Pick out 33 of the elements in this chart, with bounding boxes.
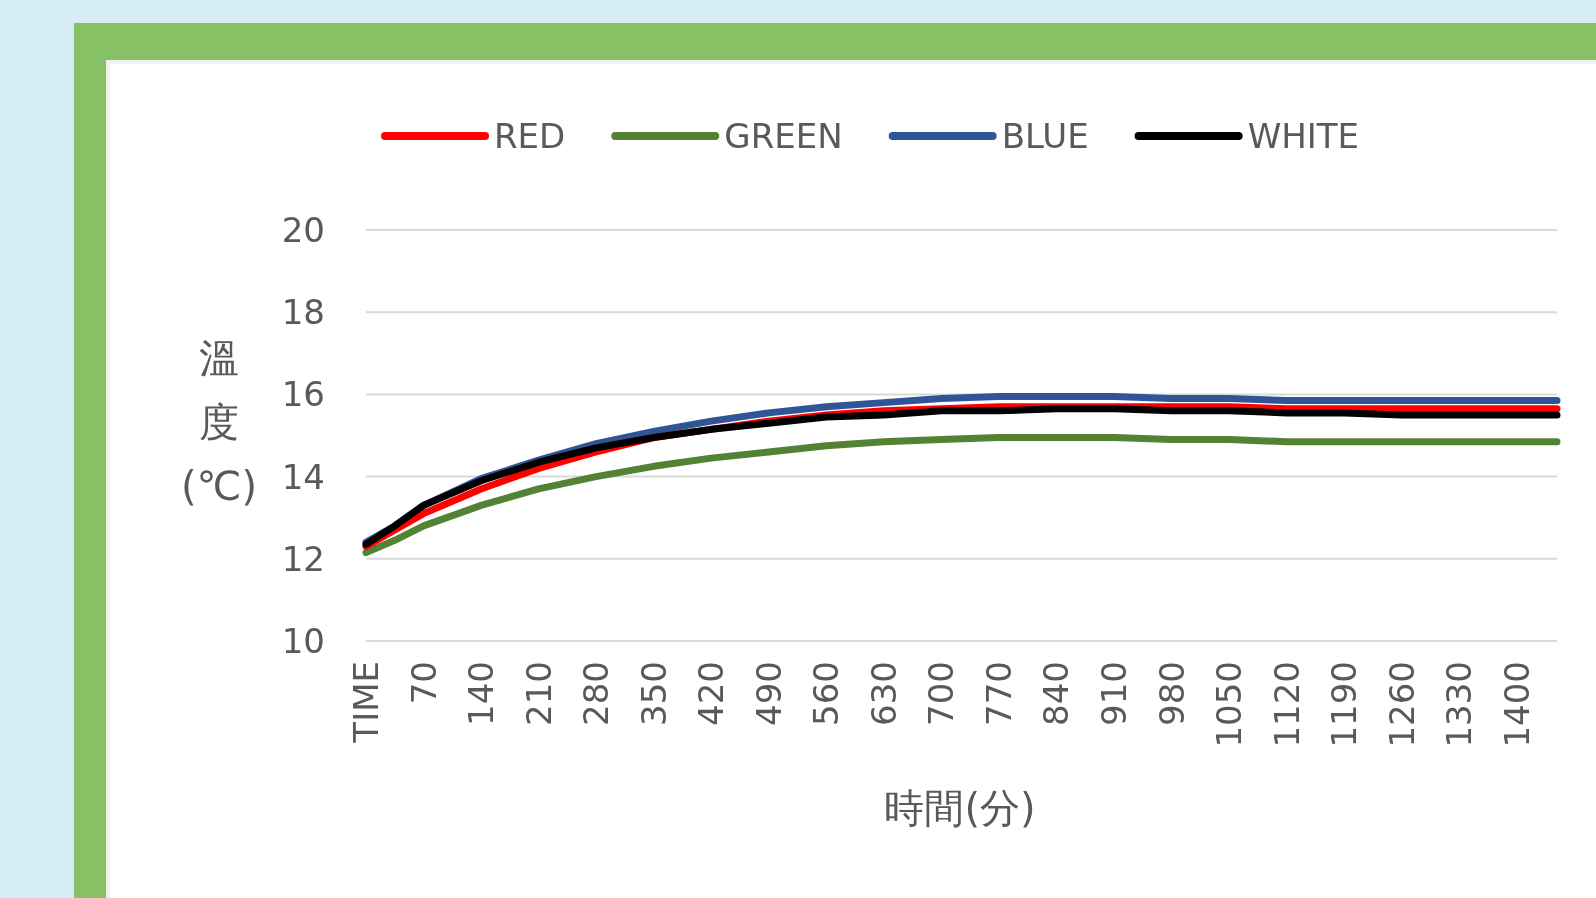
x-tick-label: 1120	[1266, 661, 1307, 748]
x-tick-label: 1050	[1209, 661, 1250, 748]
x-tick-label: 70	[403, 661, 444, 705]
x-tick-label: 910	[1093, 661, 1134, 726]
y-tick-label: 10	[281, 621, 325, 661]
x-tick-label: 490	[748, 661, 789, 726]
x-tick-label: 1330	[1439, 661, 1480, 748]
x-tick-label: 350	[633, 661, 674, 726]
x-tick-label: TIME	[346, 661, 386, 744]
y-tick-label: 20	[281, 210, 325, 250]
x-tick-label: 770	[978, 661, 1019, 726]
legend-label: WHITE	[1247, 116, 1360, 156]
x-tick-label: 140	[461, 661, 502, 726]
x-tick-label: 1260	[1381, 661, 1422, 748]
x-tick-label: 210	[518, 661, 559, 726]
legend-label: GREEN	[724, 116, 843, 156]
x-tick-label: 700	[921, 661, 962, 726]
x-tick-label: 980	[1151, 661, 1192, 726]
y-tick-label: 12	[281, 538, 325, 579]
x-tick-label: 630	[863, 661, 904, 726]
y-tick-label: 18	[281, 292, 325, 333]
x-tick-label: 420	[691, 661, 732, 726]
x-axis-title: 時間(分)	[884, 785, 1036, 831]
y-axis-title: 溫度(℃)	[180, 335, 258, 509]
x-tick-label: 560	[806, 661, 847, 726]
y-tick-label: 14	[281, 456, 325, 497]
x-tick-label: 1400	[1496, 661, 1537, 748]
legend-label: BLUE	[1001, 116, 1089, 156]
x-tick-label: 1190	[1324, 661, 1365, 748]
x-tick-label: 280	[576, 661, 617, 726]
x-tick-label: 840	[1036, 661, 1077, 726]
y-tick-label: 16	[281, 374, 325, 415]
legend-label: RED	[494, 116, 566, 156]
